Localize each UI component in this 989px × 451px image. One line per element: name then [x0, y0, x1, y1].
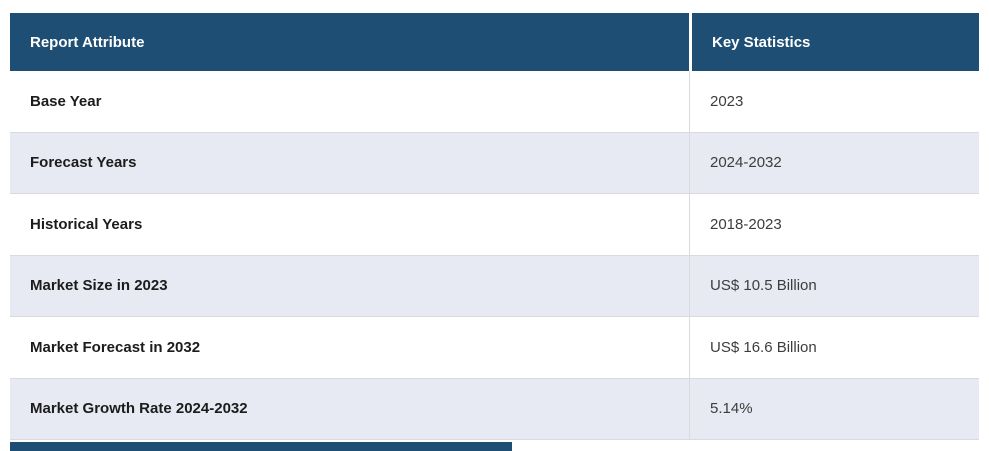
table-row: Market Growth Rate 2024-2032 5.14% — [10, 378, 979, 440]
value-cell: 2018-2023 — [689, 194, 979, 255]
table-row: Market Forecast in 2032 US$ 16.6 Billion — [10, 317, 979, 379]
attribute-cell: Forecast Years — [30, 154, 137, 172]
next-table-header-partial — [10, 442, 512, 451]
value-cell: 2024-2032 — [689, 132, 979, 193]
table-row: Historical Years 2018-2023 — [10, 194, 979, 256]
value-cell: US$ 16.6 Billion — [689, 317, 979, 378]
attribute-cell: Base Year — [30, 92, 102, 110]
value-cell: US$ 10.5 Billion — [689, 255, 979, 316]
attribute-cell: Market Growth Rate 2024-2032 — [30, 400, 248, 418]
table-row: Market Size in 2023 US$ 10.5 Billion — [10, 255, 979, 317]
attribute-cell: Historical Years — [30, 215, 143, 233]
attribute-cell: Market Size in 2023 — [30, 277, 168, 295]
attribute-cell: Market Forecast in 2032 — [30, 338, 201, 356]
column-header-key-statistics: Key Statistics — [689, 13, 979, 71]
column-header-report-attribute: Report Attribute — [30, 33, 145, 51]
table-header-row: Report Attribute Key Statistics — [10, 13, 979, 71]
value-cell: 5.14% — [689, 378, 979, 439]
key-statistics-table: Report Attribute Key Statistics Base Yea… — [10, 13, 979, 440]
value-cell: 2023 — [689, 71, 979, 132]
table-row: Forecast Years 2024-2032 — [10, 132, 979, 194]
table-row: Base Year 2023 — [10, 71, 979, 133]
